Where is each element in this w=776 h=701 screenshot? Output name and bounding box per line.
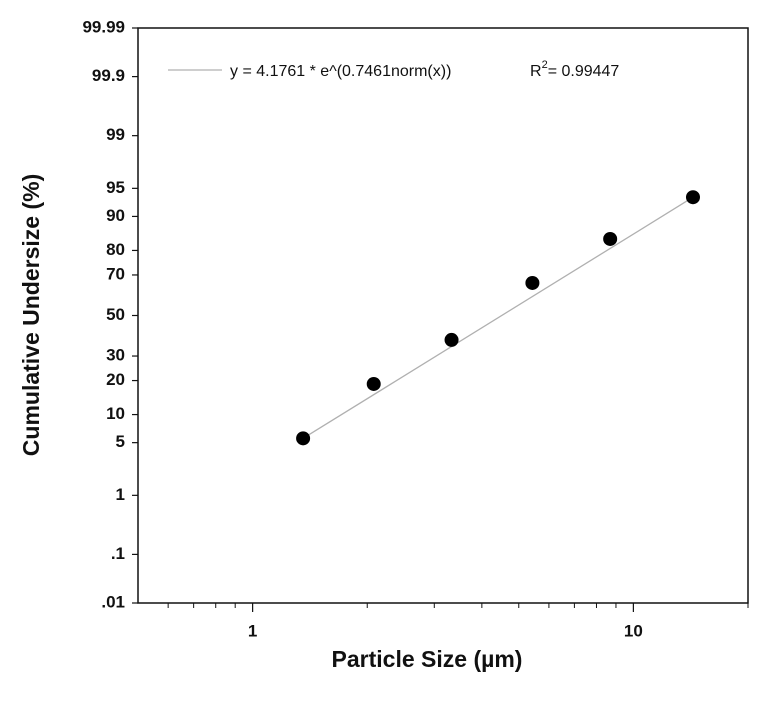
- y-tick-label: 99: [106, 125, 125, 144]
- y-tick-label: 99.9: [92, 66, 125, 85]
- data-point: [685, 190, 700, 205]
- y-tick-label: 95: [106, 178, 125, 197]
- data-point: [296, 431, 311, 446]
- y-tick-label: 50: [106, 305, 125, 324]
- x-axis-title: Particle Size (µm): [332, 646, 523, 672]
- data-point: [603, 231, 618, 246]
- legend-r: R2= 0.99447: [530, 59, 619, 80]
- r-value: = 0.99447: [548, 63, 620, 80]
- data-point: [525, 275, 540, 290]
- x-tick-label: 1: [248, 621, 257, 640]
- data-point: [366, 376, 381, 391]
- r-label: R: [530, 63, 542, 80]
- y-tick-label: 20: [106, 370, 125, 389]
- y-tick-label: 90: [106, 206, 125, 225]
- y-tick-label: 5: [116, 432, 125, 451]
- y-tick-label: .1: [111, 544, 125, 563]
- r-superscript: 2: [542, 59, 548, 71]
- y-tick-label: .01: [101, 592, 125, 611]
- y-axis-title: Cumulative Undersize (%): [18, 174, 44, 456]
- y-tick-label: 80: [106, 240, 125, 259]
- y-tick-label: 70: [106, 264, 125, 283]
- legend-equation: y = 4.1761 * e^(0.7461norm(x)): [230, 63, 451, 80]
- y-tick-label: 1: [116, 485, 125, 504]
- fit-line: [302, 196, 694, 439]
- x-tick-label: 10: [624, 621, 643, 640]
- y-tick-label: 30: [106, 346, 125, 365]
- y-tick-label: 10: [106, 404, 125, 423]
- data-point: [444, 332, 459, 347]
- y-tick-label: 99.99: [82, 17, 125, 36]
- plot-frame: [137, 27, 749, 604]
